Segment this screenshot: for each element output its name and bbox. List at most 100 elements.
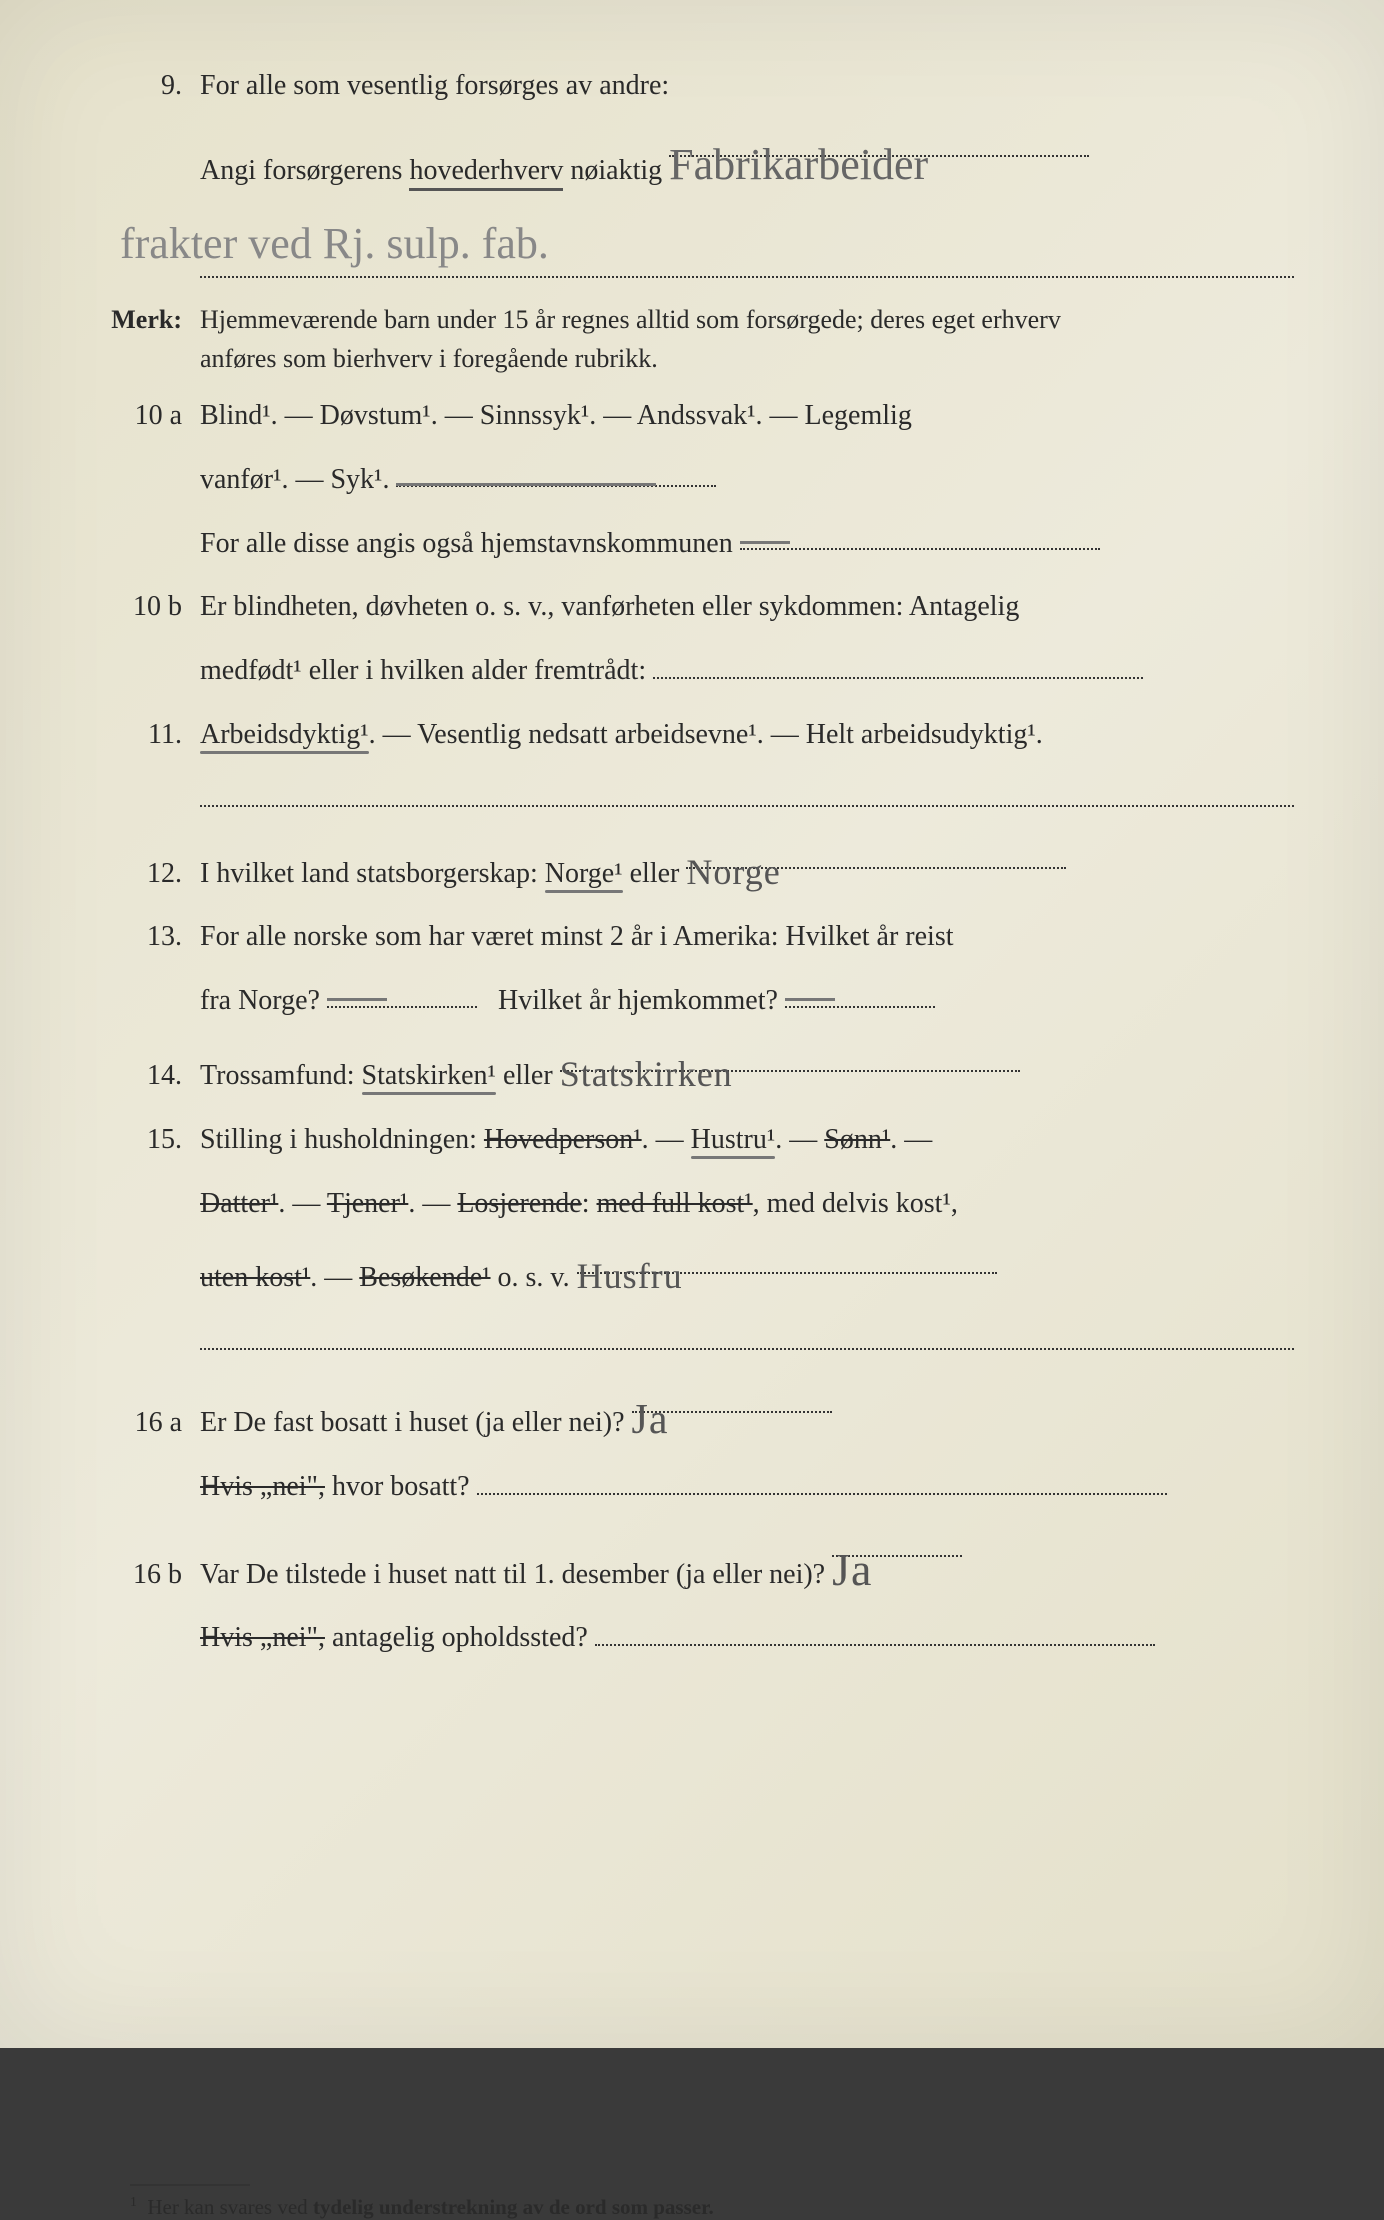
q12-pre: I hvilket land statsborgerskap: (200, 858, 545, 889)
merk-row: Merk: Hjemmeværende barn under 15 år reg… (110, 296, 1294, 378)
q15-hand: Husfru (577, 1256, 683, 1296)
q15-pre: Stilling i husholdningen: (200, 1124, 484, 1155)
q10a-fill-2 (740, 518, 1100, 551)
q16a-l2: Hvis „nei", hvor bosatt? (110, 1461, 1294, 1513)
q12-fill: Norge (686, 837, 1066, 870)
q10b-fill (653, 646, 1143, 679)
q11-arbeidsdyktig: Arbeidsdyktig¹ (200, 719, 369, 750)
q9-hovederhverv: hovederhverv (409, 155, 563, 191)
q15-sonn: Sønn¹ (824, 1124, 890, 1155)
q11-row: 11. Arbeidsdyktig¹. — Vesentlig nedsatt … (110, 709, 1294, 761)
merk-body: Hjemmeværende barn under 15 år regnes al… (200, 300, 1294, 378)
q15-uten: uten kost¹ (200, 1262, 310, 1293)
q15-l2: Datter¹. — Tjener¹. — Losjerende: med fu… (110, 1178, 1294, 1230)
q15-medfull: med full kost¹ (597, 1188, 753, 1219)
q16b-hand-ja: Ja (832, 1544, 872, 1595)
q10b-l1: 10 b Er blindheten, døvheten o. s. v., v… (110, 581, 1294, 633)
q13-l2: fra Norge? Hvilket år hjemkommet? (110, 975, 1294, 1027)
q15-losjerende: Losjerende (457, 1188, 581, 1219)
q13-fra: fra Norge? (200, 985, 320, 1016)
q16b-antagelig: antagelig opholdssted? (325, 1622, 588, 1653)
q16b-l1: 16 b Var De tilstede i huset natt til 1.… (110, 1525, 1294, 1601)
q15-hustru: Hustru¹ (691, 1124, 776, 1155)
q15-l3: uten kost¹. — Besøkende¹ o. s. v. Husfru (110, 1241, 1294, 1304)
merk-label: Merk: (110, 296, 200, 344)
q14-post: eller (496, 1060, 553, 1091)
q14-fill: Statskirken (560, 1039, 1020, 1072)
q16b-fill-1: Ja (832, 1525, 962, 1558)
q10a-pencil-dash (396, 483, 656, 486)
q13-number: 13. (110, 911, 200, 963)
q10a-l3: For alle disse angis også hjemstavnskomm… (110, 518, 1294, 570)
q9-fill-2 (200, 245, 1294, 278)
q14-statskirken: Statskirken¹ (362, 1060, 496, 1091)
q15-besokende: Besøkende¹ (359, 1262, 490, 1293)
q11-fill (200, 774, 1294, 807)
q16b-fill-2 (595, 1614, 1155, 1647)
q15-fill-2 (200, 1317, 1294, 1350)
q12-post: eller (623, 858, 680, 889)
q10a-l1: 10 a Blind¹. — Døvstum¹. — Sinnssyk¹. — … (110, 390, 1294, 442)
q12-hand-norge: Norge (686, 852, 780, 892)
q15-datter: Datter¹ (200, 1188, 278, 1219)
footnote-num: 1 (130, 2194, 137, 2209)
q10a-fill-1 (396, 454, 716, 487)
q10b-number: 10 b (110, 581, 200, 633)
q9-hand-occupation: Fabrikarbeider (669, 140, 928, 189)
q16a-hvis-nei: Hvis „nei", (200, 1471, 325, 1502)
q16a-l1: 16 a Er De fast bosatt i huset (ja eller… (110, 1380, 1294, 1449)
q15-osv: o. s. v. (491, 1262, 570, 1293)
q16b-number: 16 b (110, 1549, 200, 1601)
q16a-fill-1: Ja (632, 1380, 832, 1413)
q14-pre: Trossamfund: (200, 1060, 362, 1091)
q9-line3: frakter ved Rj. sulp. fab. (110, 203, 1294, 284)
q14-row: 14. Trossamfund: Statskirken¹ eller Stat… (110, 1039, 1294, 1102)
q9-line2: Angi forsørgerens hovederhverv nøiaktig … (110, 124, 1294, 197)
q16b-l2: Hvis „nei", antagelig opholdssted? (110, 1612, 1294, 1664)
q15-meddel: , med delvis kost¹, (753, 1188, 958, 1219)
q14-number: 14. (110, 1050, 200, 1102)
q12-row: 12. I hvilket land statsborgerskap: Norg… (110, 837, 1294, 900)
q15-blank (110, 1316, 1294, 1368)
q13-fill-1 (327, 975, 477, 1008)
q12-norge: Norge¹ (545, 858, 623, 889)
q13-hjem: Hvilket år hjemkommet? (498, 985, 778, 1016)
q15-fill: Husfru (577, 1241, 997, 1274)
q16a-hand-ja: Ja (632, 1397, 669, 1443)
q10a-dash-mark (740, 541, 790, 544)
q10a-text1: Blind¹. — Døvstum¹. — Sinnssyk¹. — Andss… (200, 390, 1294, 442)
q9-line1: 9. For alle som vesentlig forsørges av a… (110, 60, 1294, 112)
q11-blank (110, 773, 1294, 825)
q13-l1: 13. For alle norske som har været minst … (110, 911, 1294, 963)
footnote: 1 Her kan svares ved tydelig understrekn… (130, 2194, 1294, 2220)
footnote-rule (130, 2184, 250, 2186)
q16b-hvis-nei: Hvis „nei", (200, 1622, 325, 1653)
q12-number: 12. (110, 848, 200, 900)
q14-hand: Statskirken (560, 1054, 733, 1094)
q10b-l2: medfødt¹ eller i hvilken alder fremtrådt… (110, 645, 1294, 697)
q10a-text3: For alle disse angis også hjemstavnskomm… (200, 528, 733, 559)
q16a-fill-2 (477, 1462, 1167, 1495)
q13-text1: For alle norske som har været minst 2 år… (200, 911, 1294, 963)
q10a-l2: vanfør¹. — Syk¹. (110, 454, 1294, 506)
q10a-number: 10 a (110, 390, 200, 442)
q10b-text1: Er blindheten, døvheten o. s. v., vanfør… (200, 581, 1294, 633)
footnote-text: Her kan svares ved tydelig understreknin… (147, 2195, 713, 2219)
q16a-hvor: hvor bosatt? (325, 1471, 470, 1502)
q9-pre: Angi forsørgerens (200, 155, 409, 186)
q16b-text: Var De tilstede i huset natt til 1. dese… (200, 1559, 825, 1590)
q11-rest: . — Vesentlig nedsatt arbeidsevne¹. — He… (369, 719, 1043, 750)
q9-text1: For alle som vesentlig forsørges av andr… (200, 60, 1294, 112)
q16a-text: Er De fast bosatt i huset (ja eller nei)… (200, 1407, 625, 1438)
q15-l1: 15. Stilling i husholdningen: Hovedperso… (110, 1114, 1294, 1166)
q15-number: 15. (110, 1114, 200, 1166)
census-form-page: 9. For alle som vesentlig forsørges av a… (0, 0, 1384, 2048)
q10b-text2: medfødt¹ eller i hvilken alder fremtrådt… (200, 655, 646, 686)
q15-tjener: Tjener¹ (327, 1188, 408, 1219)
q15-hovedperson: Hovedperson¹ (484, 1124, 642, 1155)
q10a-text2: vanfør¹. — Syk¹. (200, 464, 389, 495)
q9-post: nøiaktig (563, 155, 662, 186)
q16a-number: 16 a (110, 1397, 200, 1449)
q9-fill-1: Fabrikarbeider (669, 124, 1089, 157)
q13-fill-2 (785, 975, 935, 1008)
